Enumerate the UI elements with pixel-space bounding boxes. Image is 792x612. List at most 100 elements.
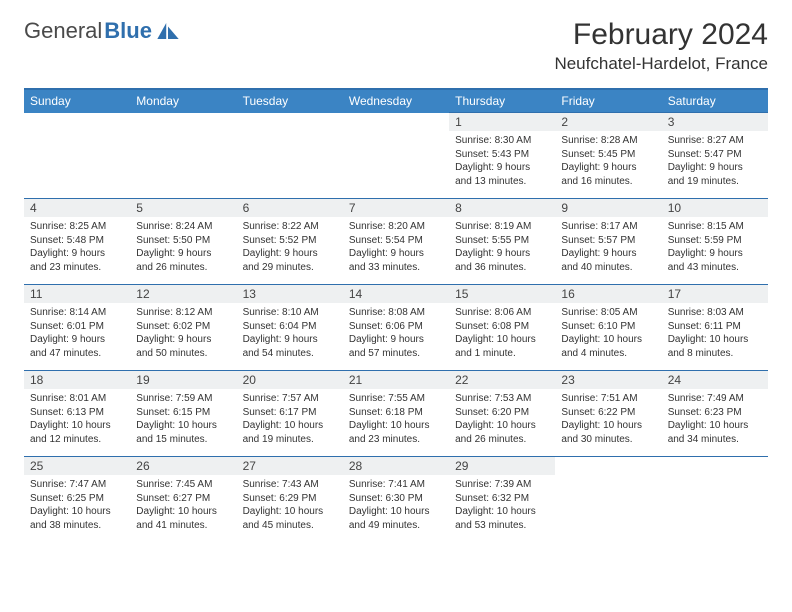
- calendar-cell: 20Sunrise: 7:57 AMSunset: 6:17 PMDayligh…: [237, 371, 343, 457]
- day-number: 8: [449, 199, 555, 217]
- day-detail: Sunrise: 7:59 AMSunset: 6:15 PMDaylight:…: [130, 389, 236, 450]
- day-number: 18: [24, 371, 130, 389]
- calendar-cell: ..: [237, 113, 343, 199]
- day-detail: Sunrise: 8:20 AMSunset: 5:54 PMDaylight:…: [343, 217, 449, 278]
- weekday-header: Sunday: [24, 89, 130, 113]
- calendar-cell: 26Sunrise: 7:45 AMSunset: 6:27 PMDayligh…: [130, 457, 236, 543]
- calendar-table: SundayMondayTuesdayWednesdayThursdayFrid…: [24, 88, 768, 543]
- day-number: 11: [24, 285, 130, 303]
- day-detail: Sunrise: 8:08 AMSunset: 6:06 PMDaylight:…: [343, 303, 449, 364]
- day-number: 22: [449, 371, 555, 389]
- month-title: February 2024: [554, 18, 768, 52]
- calendar-cell: 16Sunrise: 8:05 AMSunset: 6:10 PMDayligh…: [555, 285, 661, 371]
- day-detail: Sunrise: 7:53 AMSunset: 6:20 PMDaylight:…: [449, 389, 555, 450]
- day-detail: Sunrise: 7:39 AMSunset: 6:32 PMDaylight:…: [449, 475, 555, 536]
- calendar-cell: 28Sunrise: 7:41 AMSunset: 6:30 PMDayligh…: [343, 457, 449, 543]
- weekday-header: Wednesday: [343, 89, 449, 113]
- calendar-cell: 5Sunrise: 8:24 AMSunset: 5:50 PMDaylight…: [130, 199, 236, 285]
- logo-sail-icon: [157, 23, 179, 39]
- day-number: 26: [130, 457, 236, 475]
- day-number: 25: [24, 457, 130, 475]
- calendar-cell: ..: [343, 113, 449, 199]
- day-number: 13: [237, 285, 343, 303]
- day-detail: Sunrise: 8:03 AMSunset: 6:11 PMDaylight:…: [662, 303, 768, 364]
- day-detail: Sunrise: 8:06 AMSunset: 6:08 PMDaylight:…: [449, 303, 555, 364]
- day-number: 2: [555, 113, 661, 131]
- calendar-row: 11Sunrise: 8:14 AMSunset: 6:01 PMDayligh…: [24, 285, 768, 371]
- calendar-cell: 25Sunrise: 7:47 AMSunset: 6:25 PMDayligh…: [24, 457, 130, 543]
- calendar-row: 4Sunrise: 8:25 AMSunset: 5:48 PMDaylight…: [24, 199, 768, 285]
- day-detail: Sunrise: 7:45 AMSunset: 6:27 PMDaylight:…: [130, 475, 236, 536]
- brand-part1: General: [24, 18, 102, 44]
- calendar-cell: 2Sunrise: 8:28 AMSunset: 5:45 PMDaylight…: [555, 113, 661, 199]
- day-detail: Sunrise: 7:51 AMSunset: 6:22 PMDaylight:…: [555, 389, 661, 450]
- day-number: 28: [343, 457, 449, 475]
- day-detail: Sunrise: 8:25 AMSunset: 5:48 PMDaylight:…: [24, 217, 130, 278]
- day-number: 21: [343, 371, 449, 389]
- calendar-row: 25Sunrise: 7:47 AMSunset: 6:25 PMDayligh…: [24, 457, 768, 543]
- weekday-header: Thursday: [449, 89, 555, 113]
- calendar-cell: ..: [555, 457, 661, 543]
- day-detail: Sunrise: 8:05 AMSunset: 6:10 PMDaylight:…: [555, 303, 661, 364]
- calendar-cell: ..: [662, 457, 768, 543]
- calendar-cell: 24Sunrise: 7:49 AMSunset: 6:23 PMDayligh…: [662, 371, 768, 457]
- calendar-cell: 9Sunrise: 8:17 AMSunset: 5:57 PMDaylight…: [555, 199, 661, 285]
- calendar-body: ........1Sunrise: 8:30 AMSunset: 5:43 PM…: [24, 113, 768, 543]
- day-number: 14: [343, 285, 449, 303]
- brand-logo: GeneralBlue: [24, 18, 179, 44]
- calendar-cell: 17Sunrise: 8:03 AMSunset: 6:11 PMDayligh…: [662, 285, 768, 371]
- day-detail: Sunrise: 7:47 AMSunset: 6:25 PMDaylight:…: [24, 475, 130, 536]
- calendar-cell: 21Sunrise: 7:55 AMSunset: 6:18 PMDayligh…: [343, 371, 449, 457]
- calendar-cell: ..: [130, 113, 236, 199]
- weekday-header: Monday: [130, 89, 236, 113]
- day-number: 4: [24, 199, 130, 217]
- calendar-cell: 12Sunrise: 8:12 AMSunset: 6:02 PMDayligh…: [130, 285, 236, 371]
- day-detail: Sunrise: 8:12 AMSunset: 6:02 PMDaylight:…: [130, 303, 236, 364]
- day-number: 29: [449, 457, 555, 475]
- day-number: 19: [130, 371, 236, 389]
- day-detail: Sunrise: 8:27 AMSunset: 5:47 PMDaylight:…: [662, 131, 768, 192]
- calendar-cell: 3Sunrise: 8:27 AMSunset: 5:47 PMDaylight…: [662, 113, 768, 199]
- day-detail: Sunrise: 8:24 AMSunset: 5:50 PMDaylight:…: [130, 217, 236, 278]
- day-number: 16: [555, 285, 661, 303]
- day-number: 9: [555, 199, 661, 217]
- day-detail: Sunrise: 8:30 AMSunset: 5:43 PMDaylight:…: [449, 131, 555, 192]
- calendar-cell: 1Sunrise: 8:30 AMSunset: 5:43 PMDaylight…: [449, 113, 555, 199]
- day-number: 15: [449, 285, 555, 303]
- calendar-head: SundayMondayTuesdayWednesdayThursdayFrid…: [24, 89, 768, 113]
- weekday-header: Saturday: [662, 89, 768, 113]
- day-number: 7: [343, 199, 449, 217]
- calendar-cell: 14Sunrise: 8:08 AMSunset: 6:06 PMDayligh…: [343, 285, 449, 371]
- day-number: 5: [130, 199, 236, 217]
- day-number: 10: [662, 199, 768, 217]
- calendar-cell: 18Sunrise: 8:01 AMSunset: 6:13 PMDayligh…: [24, 371, 130, 457]
- calendar-cell: 7Sunrise: 8:20 AMSunset: 5:54 PMDaylight…: [343, 199, 449, 285]
- day-number: 20: [237, 371, 343, 389]
- day-detail: Sunrise: 8:28 AMSunset: 5:45 PMDaylight:…: [555, 131, 661, 192]
- day-number: 3: [662, 113, 768, 131]
- day-detail: Sunrise: 7:57 AMSunset: 6:17 PMDaylight:…: [237, 389, 343, 450]
- day-detail: Sunrise: 7:43 AMSunset: 6:29 PMDaylight:…: [237, 475, 343, 536]
- calendar-cell: 6Sunrise: 8:22 AMSunset: 5:52 PMDaylight…: [237, 199, 343, 285]
- day-number: 6: [237, 199, 343, 217]
- header: GeneralBlue February 2024 Neufchatel-Har…: [24, 18, 768, 74]
- calendar-cell: 27Sunrise: 7:43 AMSunset: 6:29 PMDayligh…: [237, 457, 343, 543]
- day-detail: Sunrise: 8:17 AMSunset: 5:57 PMDaylight:…: [555, 217, 661, 278]
- calendar-cell: 22Sunrise: 7:53 AMSunset: 6:20 PMDayligh…: [449, 371, 555, 457]
- day-detail: Sunrise: 8:22 AMSunset: 5:52 PMDaylight:…: [237, 217, 343, 278]
- day-detail: Sunrise: 8:19 AMSunset: 5:55 PMDaylight:…: [449, 217, 555, 278]
- day-number: 27: [237, 457, 343, 475]
- day-number: 17: [662, 285, 768, 303]
- location: Neufchatel-Hardelot, France: [554, 54, 768, 74]
- weekday-header: Friday: [555, 89, 661, 113]
- calendar-cell: 29Sunrise: 7:39 AMSunset: 6:32 PMDayligh…: [449, 457, 555, 543]
- calendar-cell: 10Sunrise: 8:15 AMSunset: 5:59 PMDayligh…: [662, 199, 768, 285]
- calendar-cell: 23Sunrise: 7:51 AMSunset: 6:22 PMDayligh…: [555, 371, 661, 457]
- day-number: 24: [662, 371, 768, 389]
- calendar-row: ........1Sunrise: 8:30 AMSunset: 5:43 PM…: [24, 113, 768, 199]
- brand-part2: Blue: [104, 18, 152, 44]
- calendar-cell: ..: [24, 113, 130, 199]
- day-detail: Sunrise: 7:41 AMSunset: 6:30 PMDaylight:…: [343, 475, 449, 536]
- day-number: 1: [449, 113, 555, 131]
- calendar-row: 18Sunrise: 8:01 AMSunset: 6:13 PMDayligh…: [24, 371, 768, 457]
